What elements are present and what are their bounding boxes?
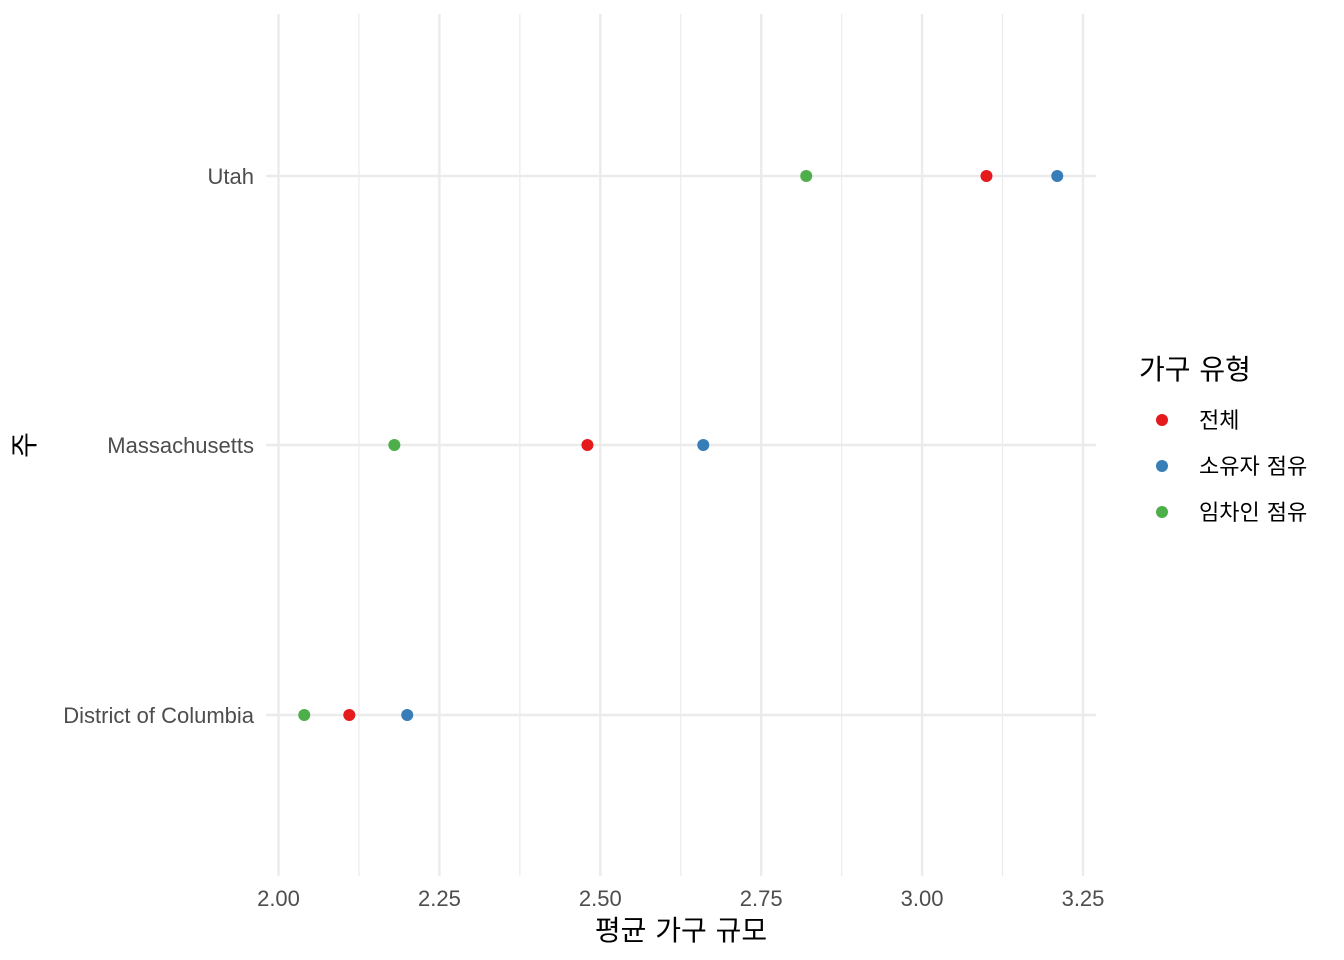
x-tick-label: 3.00 — [901, 886, 944, 911]
y-axis-tick-labels: District of Columbia Massachusetts Utah — [63, 164, 254, 728]
legend-label: 전체 — [1199, 409, 1239, 434]
data-point — [697, 439, 710, 451]
data-point — [1051, 170, 1064, 182]
x-axis-title: 평균 가구 규모 — [595, 914, 767, 947]
data-point — [800, 170, 813, 182]
data-point — [980, 170, 993, 182]
data-point — [401, 709, 414, 721]
x-tick-label: 3.25 — [1062, 886, 1105, 911]
x-tick-label: 2.75 — [740, 886, 783, 911]
x-tick-label: 2.00 — [257, 886, 300, 911]
data-point — [581, 439, 594, 451]
legend-label: 소유자 점유 — [1199, 455, 1307, 480]
data-point — [388, 439, 401, 451]
legend-key — [1156, 414, 1168, 426]
x-axis-tick-labels: 2.00 2.25 2.50 2.75 3.00 3.25 — [257, 886, 1104, 911]
legend-key — [1156, 460, 1168, 472]
y-axis-title: 주 — [8, 432, 41, 458]
legend-label: 임차인 점유 — [1199, 501, 1307, 526]
y-tick-label: District of Columbia — [63, 703, 254, 728]
data-point — [343, 709, 356, 721]
y-tick-label: Utah — [208, 164, 254, 189]
y-tick-label: Massachusetts — [107, 433, 254, 458]
x-tick-label: 2.25 — [418, 886, 461, 911]
legend-title: 가구 유형 — [1139, 353, 1251, 386]
data-point — [298, 709, 311, 721]
x-tick-label: 2.50 — [579, 886, 622, 911]
legend-key — [1156, 506, 1168, 518]
data-points — [298, 170, 1064, 721]
